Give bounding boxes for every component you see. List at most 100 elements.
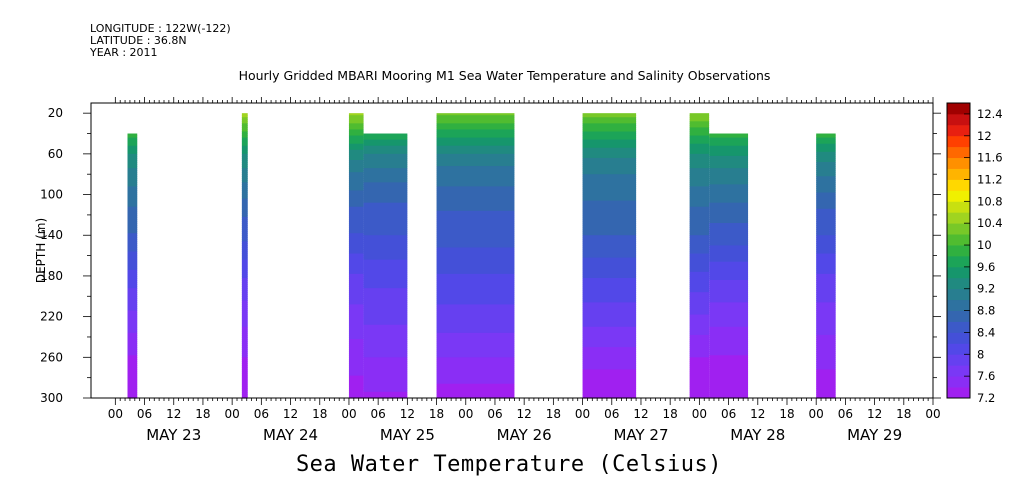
heatmap-cell [689,280,710,283]
heatmap-cell [709,341,749,344]
heatmap-cell [127,351,138,354]
heatmap-cell [363,365,408,369]
heatmap-cell [436,131,515,135]
heatmap-cell [709,377,749,381]
heatmap-cell [241,237,248,240]
colorbar-swatch [947,103,970,115]
heatmap-cell [241,170,248,173]
heatmap-cell [436,166,515,169]
heatmap-cell [363,300,408,303]
x-hour-tick-label: 00 [809,407,824,421]
heatmap-cell [689,306,710,310]
heatmap-cell [127,157,138,161]
heatmap-cell [363,227,408,230]
heatmap-cell [363,284,408,287]
heatmap-cell [127,141,138,145]
heatmap-cell [127,245,138,249]
heatmap-cell [436,296,515,299]
x-day-label: MAY 25 [380,426,435,444]
heatmap-cell [348,204,364,208]
heatmap-cell [816,359,836,362]
heatmap-cell [241,176,248,179]
heatmap-cell [127,192,138,196]
heatmap-cell [582,247,637,251]
heatmap-cell [127,166,138,169]
heatmap-cell [363,353,408,356]
heatmap-cell [582,145,637,149]
heatmap-cell [363,298,408,301]
heatmap-cell [363,180,408,183]
heatmap-cell [436,341,515,344]
heatmap-cell [689,147,710,151]
heatmap-cell [709,298,749,301]
colorbar-tick-label: 10.4 [977,216,1003,230]
heatmap-cell [582,343,637,346]
x-hour-tick-label: 18 [663,407,678,421]
heatmap-cell [436,198,515,202]
heatmap-cell [127,259,138,263]
heatmap-cell [582,302,637,306]
heatmap-cell [816,235,836,238]
heatmap-cell [436,143,515,147]
heatmap-cell [709,208,749,212]
x-hour-tick-label: 18 [896,407,911,421]
heatmap-cell [127,395,138,399]
heatmap-cell [127,308,138,312]
heatmap-cell [348,117,364,120]
x-hour-tick-label: 00 [575,407,590,421]
colorbar-swatch [947,376,970,388]
heatmap-cell [709,149,749,153]
heatmap-cell [348,336,364,340]
heatmap-cell [241,359,248,362]
plot-frame [90,102,934,399]
heatmap-cell [709,153,749,157]
heatmap-cell [436,225,515,228]
heatmap-cell [582,143,637,147]
heatmap-cell [689,383,710,387]
heatmap-cell [582,164,637,167]
heatmap-cell [348,245,364,249]
heatmap-cell [241,334,248,338]
heatmap-cell [127,389,138,393]
heatmap-cell [241,172,248,175]
heatmap-cell [582,239,637,242]
heatmap-cell [816,349,836,352]
heatmap-cell [816,245,836,249]
heatmap-cell [436,273,515,277]
heatmap-cell [689,288,710,291]
heatmap-cell [816,312,836,316]
heatmap-cell [241,145,248,149]
heatmap-cell [348,129,364,133]
x-hour-tick-label: 00 [341,407,356,421]
heatmap-cell [436,298,515,301]
heatmap-cell [689,330,710,334]
heatmap-cell [127,137,138,141]
heatmap-cell [348,349,364,352]
heatmap-cell [348,304,364,308]
heatmap-cell [241,196,248,200]
heatmap-cell [436,343,515,346]
heatmap-cell [816,237,836,240]
heatmap-cell [816,367,836,371]
heatmap-cell [582,245,637,249]
heatmap-cell [816,322,836,326]
heatmap-cell [241,294,248,297]
heatmap-cell [241,259,248,263]
x-hour-tick-label: 00 [108,407,123,421]
heatmap-cell [816,284,836,287]
heatmap-cell [363,216,408,220]
heatmap-cell [127,275,138,279]
heatmap-cell [348,318,364,322]
heatmap-cell [816,153,836,157]
heatmap-cell [241,212,248,216]
heatmap-cell [241,141,248,145]
heatmap-cell [436,353,515,356]
heatmap-cell [363,302,408,306]
heatmap-cell [709,361,749,365]
heatmap-cell [582,227,637,230]
heatmap-cell [348,153,364,157]
heatmap-cell [348,302,364,306]
heatmap-cell [348,233,364,236]
heatmap-cell [689,164,710,167]
heatmap-cell [709,255,749,259]
